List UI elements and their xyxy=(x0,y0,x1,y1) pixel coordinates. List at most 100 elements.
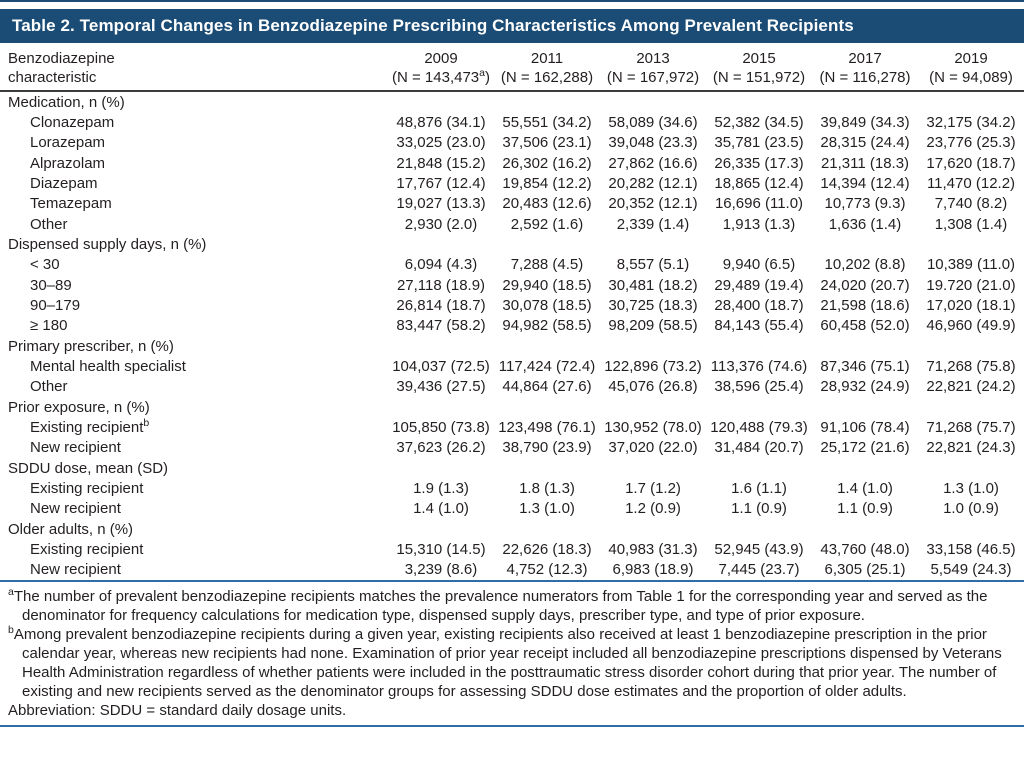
footnote-b-text: Among prevalent benzodiazepine recipient… xyxy=(13,625,1002,700)
cell-value: 130,952 (78.0) xyxy=(604,418,702,436)
row-label: Other xyxy=(30,215,68,233)
page-title: Table 2. Temporal Changes in Benzodiazep… xyxy=(12,16,854,35)
year-label: 2017 xyxy=(848,50,882,67)
year-label: 2013 xyxy=(636,50,670,67)
cell-value: 104,037 (72.5) xyxy=(392,357,490,375)
page-bottom-divider xyxy=(0,724,1024,727)
table-row: New recipient 37,623 (26.2) 38,790 (23.9… xyxy=(0,438,1024,458)
cell-value: 19,854 (12.2) xyxy=(502,174,592,192)
footnote-marker-superscript: a xyxy=(479,67,485,79)
cell-value: 91,106 (78.4) xyxy=(820,418,910,436)
cell-value: 37,020 (22.0) xyxy=(608,439,698,457)
cell-value: 21,848 (15.2) xyxy=(396,154,486,172)
table-body: Medication, n (%) Clonazepam 48,876 (34.… xyxy=(0,92,1024,580)
cell-value: 2,339 (1.4) xyxy=(616,215,690,233)
row-label: Dispensed supply days, n (%) xyxy=(8,235,207,253)
table-row: Temazepam 19,027 (13.3) 20,483 (12.6) 20… xyxy=(0,194,1024,214)
n-label: (N = 94,089) xyxy=(929,69,1013,86)
cell-value: 15,310 (14.5) xyxy=(396,540,486,558)
table-row: New recipient 1.4 (1.0) 1.3 (1.0) 1.2 (0… xyxy=(0,499,1024,519)
cell-value: 35,781 (23.5) xyxy=(714,134,804,152)
cell-value: 98,209 (58.5) xyxy=(608,317,698,335)
row-label: < 30 xyxy=(30,256,60,274)
cell-value: 10,202 (8.8) xyxy=(824,256,906,274)
cell-value: 29,489 (19.4) xyxy=(714,276,804,294)
table-row: 30–89 27,118 (18.9) 29,940 (18.5) 30,481… xyxy=(0,275,1024,295)
row-label: Existing recipient xyxy=(30,540,144,558)
cell-value: 45,076 (26.8) xyxy=(608,378,698,396)
table-row: 90–179 26,814 (18.7) 30,078 (18.5) 30,72… xyxy=(0,295,1024,315)
table-row: Dispensed supply days, n (%) xyxy=(0,234,1024,254)
cell-value: 4,752 (12.3) xyxy=(506,561,588,579)
cell-value: 123,498 (76.1) xyxy=(498,418,596,436)
cell-value: 28,932 (24.9) xyxy=(820,378,910,396)
year-column-header: 2015 (N = 151,972) xyxy=(706,49,812,87)
row-label: Alprazolam xyxy=(30,154,106,172)
row-label: Other xyxy=(30,378,68,396)
cell-value: 40,983 (31.3) xyxy=(608,540,698,558)
n-label: (N = 162,288) xyxy=(500,69,594,86)
cell-value: 120,488 (79.3) xyxy=(710,418,808,436)
year-column-header: 2013 (N = 167,972) xyxy=(600,49,706,87)
stub-header-line1: Benzodiazepine xyxy=(8,50,115,67)
cell-value: 20,352 (12.1) xyxy=(608,195,698,213)
cell-value: 11,470 (12.2) xyxy=(926,174,1016,192)
cell-value: 1.3 (1.0) xyxy=(519,500,575,518)
year-column-header: 2019 (N = 94,089) xyxy=(918,49,1024,87)
year-label: 2019 xyxy=(954,50,988,67)
top-border-line xyxy=(0,0,1024,2)
cell-value: 17,020 (18.1) xyxy=(926,296,1016,314)
cell-value: 21,598 (18.6) xyxy=(820,296,910,314)
cell-value: 52,945 (43.9) xyxy=(714,540,804,558)
cell-value: 7,288 (4.5) xyxy=(510,256,584,274)
header-divider xyxy=(0,90,1024,92)
cell-value: 33,158 (46.5) xyxy=(926,540,1016,558)
year-label: 2009 xyxy=(424,50,458,67)
cell-value: 39,048 (23.3) xyxy=(608,134,698,152)
row-label: New recipient xyxy=(30,561,121,579)
row-label: Older adults, n (%) xyxy=(8,520,134,538)
cell-value: 117,424 (72.4) xyxy=(498,357,596,375)
cell-value: 105,850 (73.8) xyxy=(392,418,490,436)
cell-value: 1.4 (1.0) xyxy=(837,479,893,497)
footnote-b: bAmong prevalent benzodiazepine recipien… xyxy=(8,625,1016,701)
footnote-a-text: The number of prevalent benzodiazepine r… xyxy=(13,587,988,624)
row-label: 30–89 xyxy=(30,276,72,294)
cell-value: 87,346 (75.1) xyxy=(820,357,910,375)
table-row: Existing recipientb 105,850 (73.8) 123,4… xyxy=(0,417,1024,437)
cell-value: 5,549 (24.3) xyxy=(930,561,1012,579)
cell-value: 22,821 (24.3) xyxy=(926,439,1016,457)
year-label: 2011 xyxy=(530,50,564,67)
row-label: Lorazepam xyxy=(30,134,106,152)
cell-value: 17,620 (18.7) xyxy=(926,154,1016,172)
cell-value: 60,458 (52.0) xyxy=(820,317,910,335)
footnotes-section: aThe number of prevalent benzodiazepine … xyxy=(0,582,1024,720)
table-row: Alprazolam 21,848 (15.2) 26,302 (16.2) 2… xyxy=(0,153,1024,173)
row-label: New recipient xyxy=(30,500,121,518)
cell-value: 38,790 (23.9) xyxy=(502,439,592,457)
table-row: Medication, n (%) xyxy=(0,92,1024,112)
n-label: (N = 116,278) xyxy=(819,69,911,86)
year-column-header: 2009 (N = 143,473a) xyxy=(388,49,494,87)
cell-value: 26,302 (16.2) xyxy=(502,154,592,172)
table-row: Mental health specialist 104,037 (72.5) … xyxy=(0,356,1024,376)
cell-value: 48,876 (34.1) xyxy=(396,113,486,131)
cell-value: 1.8 (1.3) xyxy=(519,479,575,497)
cell-value: 20,282 (12.1) xyxy=(608,174,698,192)
cell-value: 30,481 (18.2) xyxy=(608,276,698,294)
table-row: Prior exposure, n (%) xyxy=(0,397,1024,417)
cell-value: 39,849 (34.3) xyxy=(820,113,910,131)
row-label: Existing recipientb xyxy=(30,416,150,436)
table-bottom-divider xyxy=(0,579,1024,582)
table-title-bar: Table 2. Temporal Changes in Benzodiazep… xyxy=(0,9,1024,43)
row-label: Prior exposure, n (%) xyxy=(8,398,150,416)
cell-value: 38,596 (25.4) xyxy=(714,378,804,396)
cell-value: 1.4 (1.0) xyxy=(413,500,469,518)
cell-value: 29,940 (18.5) xyxy=(502,276,592,294)
row-label: Clonazepam xyxy=(30,113,115,131)
cell-value: 26,814 (18.7) xyxy=(396,296,486,314)
abbreviation-note: Abbreviation: SDDU = standard daily dosa… xyxy=(8,701,347,719)
table-row: Clonazepam 48,876 (34.1) 55,551 (34.2) 5… xyxy=(0,112,1024,132)
cell-value: 14,394 (12.4) xyxy=(820,174,910,192)
cell-value: 44,864 (27.6) xyxy=(502,378,592,396)
